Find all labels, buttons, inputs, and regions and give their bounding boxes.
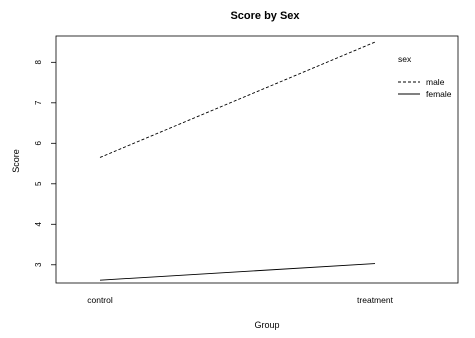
y-tick-label: 5 xyxy=(34,181,43,186)
y-axis-label: Score xyxy=(11,149,21,173)
y-tick-label: 8 xyxy=(34,60,43,65)
y-tick-label: 3 xyxy=(34,262,43,267)
x-tick-label: control xyxy=(87,295,113,305)
series-layer xyxy=(99,41,376,281)
plot-area-frame xyxy=(55,35,459,284)
y-tick-label: 7 xyxy=(34,100,43,105)
series-line-male xyxy=(99,41,376,158)
legend: sex male female xyxy=(398,54,452,99)
y-axis: 3 4 5 6 7 8 xyxy=(34,60,56,267)
legend-title: sex xyxy=(398,54,412,64)
x-axis: control treatment xyxy=(87,295,393,305)
y-tick-label: 6 xyxy=(34,141,43,146)
x-axis-label: Group xyxy=(254,320,279,330)
chart-title: Score by Sex xyxy=(230,10,300,22)
legend-label-male: male xyxy=(426,77,445,87)
legend-label-female: female xyxy=(426,89,452,99)
series-line-female xyxy=(99,263,376,281)
y-tick-label: 4 xyxy=(34,222,43,227)
x-tick-label: treatment xyxy=(357,295,394,305)
